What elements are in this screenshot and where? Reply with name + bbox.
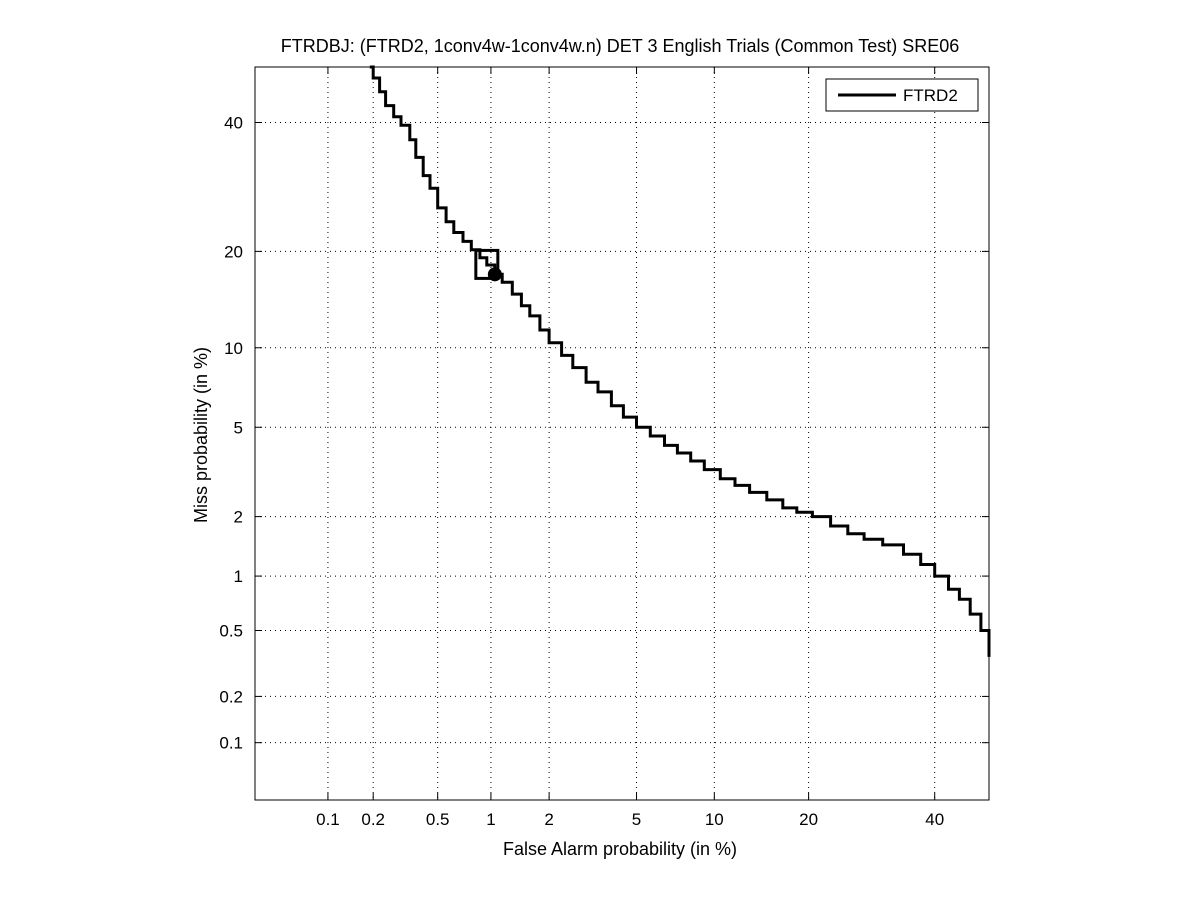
x-tick-label: 5	[632, 810, 641, 829]
min-dcf-marker	[487, 267, 502, 282]
legend-box	[825, 78, 979, 112]
x-tick-label: 40	[925, 810, 944, 829]
plot-area	[254, 66, 990, 801]
y-tick-label: 40	[224, 113, 243, 132]
axis-ticks	[255, 67, 989, 800]
x-axis-tick-labels: 0.1 0.2 0.5 1 2 5 10 20 40	[316, 810, 944, 829]
chart-title: FTRDBJ: (FTRD2, 1conv4w-1conv4w.n) DET 3…	[281, 36, 960, 56]
x-tick-label: 0.5	[426, 810, 450, 829]
x-tick-label: 0.1	[316, 810, 340, 829]
y-tick-label: 2	[234, 508, 243, 527]
y-tick-label: 1	[234, 567, 243, 586]
y-tick-label: 0.1	[219, 734, 243, 753]
x-tick-label: 2	[544, 810, 553, 829]
series-line-ftrd2	[369, 65, 991, 657]
x-tick-label: 1	[486, 810, 495, 829]
series-layer	[369, 65, 991, 657]
y-axis-label: Miss probability (in %)	[191, 347, 211, 523]
y-tick-label: 0.2	[219, 687, 243, 706]
legend-label: FTRD2	[903, 86, 958, 105]
y-tick-label: 10	[224, 339, 243, 358]
y-tick-label: 20	[224, 242, 243, 261]
x-tick-label: 10	[705, 810, 724, 829]
y-tick-label: 5	[234, 418, 243, 437]
x-tick-label: 20	[799, 810, 818, 829]
legend: FTRD2	[825, 78, 979, 112]
y-axis-tick-labels: 0.1 0.2 0.5 1 2 5 10 20 40	[219, 113, 243, 752]
grid	[255, 67, 989, 800]
actual-decision-marker	[474, 248, 500, 280]
x-tick-label: 0.2	[361, 810, 385, 829]
operating-point-markers	[474, 248, 502, 282]
x-axis-label: False Alarm probability (in %)	[503, 839, 737, 859]
y-tick-label: 0.5	[219, 621, 243, 640]
